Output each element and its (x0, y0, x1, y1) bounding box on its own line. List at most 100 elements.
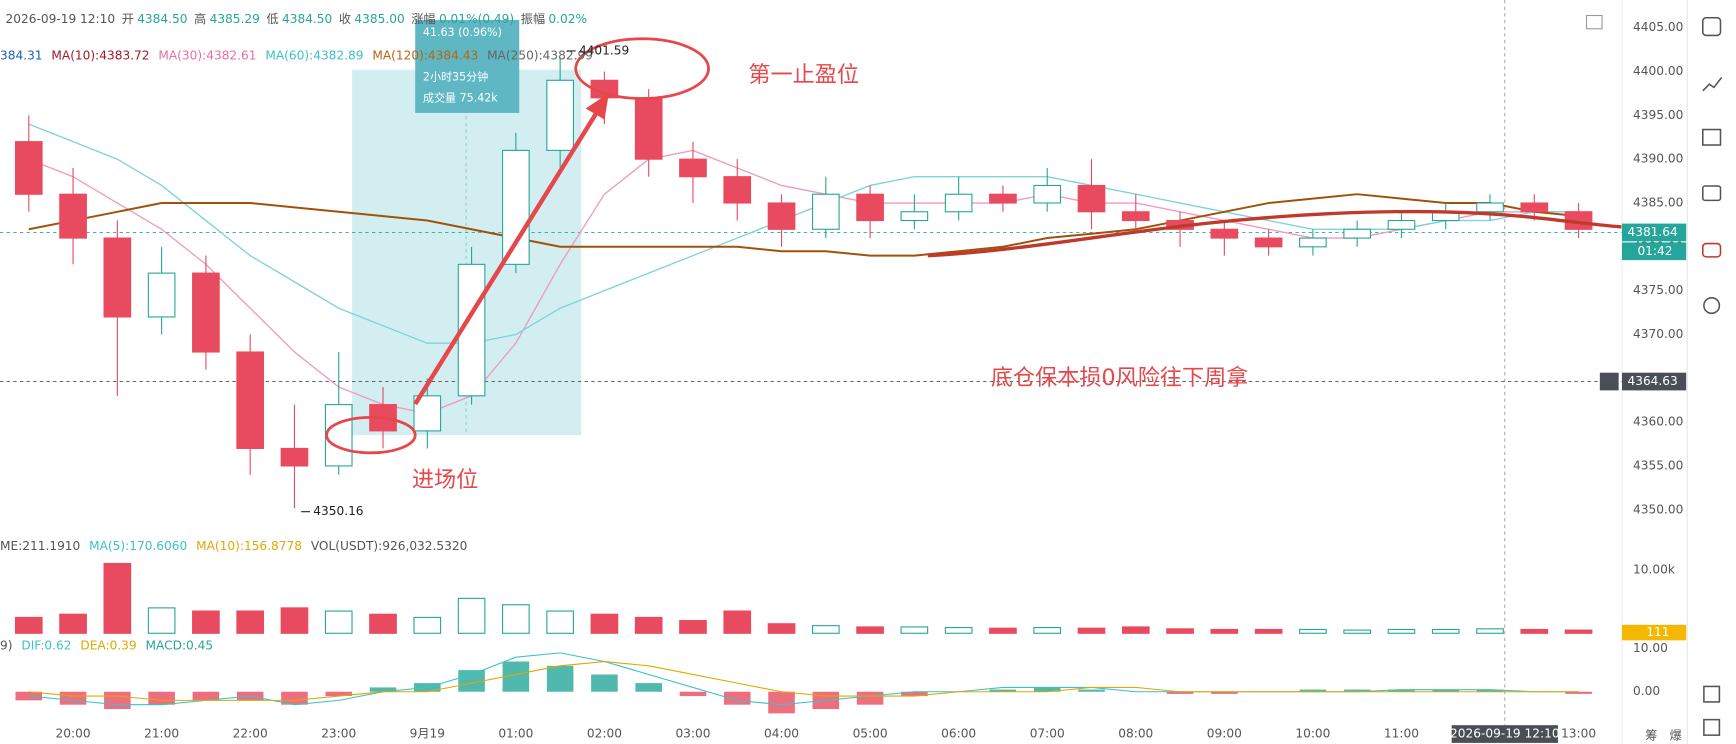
legend-item: MA(5):170.6060 (89, 538, 187, 552)
candle-body (236, 351, 265, 449)
volume-bar (546, 610, 574, 634)
macd-bar (15, 691, 43, 701)
macd-legend: 9) DIF:0.62 DEA:0.39 MACD:0.45 (0, 638, 213, 652)
legend-item: DEA:0.39 (80, 638, 136, 652)
volume-bar (1299, 628, 1327, 634)
x-tick-label: 06:00 (941, 727, 976, 741)
footer-tab[interactable]: 筹 (1645, 729, 1657, 743)
legend-item: 384.31 (0, 48, 43, 62)
volume-bar (1166, 628, 1194, 634)
candle-body (147, 272, 176, 318)
y-tick-label: 4385.00 (1633, 195, 1683, 209)
ohlc-header: 2026-09-19 12:10 开 4384.50 高 4385.29 低 4384.50… (6, 10, 588, 25)
y-tick-label: 4395.00 (1633, 108, 1683, 122)
x-tick-label: 03:00 (675, 727, 710, 741)
volume-bar (900, 626, 929, 634)
maximize-button[interactable] (1585, 14, 1603, 30)
tooltip-line: 2小时35分钟 (423, 70, 488, 84)
candle-body (1033, 184, 1062, 204)
volume-bar (1564, 629, 1593, 634)
candle-body (944, 193, 973, 213)
price-badge (1621, 372, 1687, 391)
macd-bar (1432, 689, 1460, 692)
x-tick-label: 08:00 (1118, 727, 1153, 741)
x-tick-label: 05:00 (853, 727, 888, 741)
candle-body (1254, 237, 1283, 248)
ma-line (28, 193, 1579, 257)
entry-circle (325, 416, 417, 455)
x-tick-label: 22:00 (233, 727, 268, 741)
extreme-label: 4350.16 (313, 504, 363, 518)
sidebar-icon[interactable] (1702, 77, 1723, 92)
macd-bar (369, 687, 397, 692)
volume-bar (1476, 628, 1504, 634)
candle-body (14, 141, 43, 195)
tooltip-line: 41.63 (0.96%) (423, 26, 502, 39)
candle-body (1077, 184, 1106, 213)
sidebar-icon[interactable] (1703, 718, 1721, 736)
y-tick-label: 4350.00 (1633, 502, 1683, 516)
x-tick-label: 07:00 (1030, 727, 1065, 741)
volume-bar (413, 616, 442, 634)
sidebar-icon[interactable] (1703, 297, 1721, 315)
countdown-label: 01:42 (1637, 244, 1672, 258)
volume-bar (811, 625, 840, 634)
candle-body (59, 193, 87, 239)
header-value: 4385.00 (354, 11, 404, 25)
volume-bar (590, 613, 619, 634)
y-tick-label: 10.00 (1633, 641, 1668, 655)
candle-body (1343, 228, 1372, 239)
candle-body (192, 272, 220, 353)
volume-bar (856, 626, 884, 634)
y-tick-label: 4390.00 (1633, 152, 1683, 166)
volume-bar (1210, 628, 1239, 634)
macd-bar (1166, 691, 1194, 694)
macd-bar (546, 665, 574, 692)
ma-legend: 384.31 MA(10):4383.72 MA(30):4382.61 MA(60)… (0, 48, 593, 62)
legend-item: MA(10):4383.72 (51, 48, 149, 62)
legend-item: MACD:0.45 (146, 638, 214, 652)
candle-body (1476, 202, 1504, 213)
volume-bar (944, 627, 973, 634)
footer-tab[interactable]: 爆 (1670, 729, 1682, 743)
candle-body (1299, 237, 1327, 248)
volume-bar (14, 616, 43, 634)
volume-bar (502, 604, 530, 634)
volume-badge (1621, 624, 1687, 641)
sidebar-icon[interactable] (1702, 128, 1722, 146)
x-tick-label: 09:00 (1207, 727, 1242, 741)
sidebar-icon[interactable] (1702, 242, 1722, 258)
volume-bar (679, 620, 707, 634)
volume-bar (236, 610, 265, 634)
volume-badge-label: 111 (1646, 625, 1669, 639)
y-tick-label: 4355.00 (1633, 458, 1683, 472)
sidebar-icon[interactable] (1702, 16, 1722, 37)
y-tick-label: 4375.00 (1633, 283, 1683, 297)
crosshair-label: 2026-09-19 12:10 (1450, 727, 1560, 741)
x-tick-label: 04:00 (764, 727, 799, 741)
header-value: 4385.29 (210, 11, 260, 25)
candle-body (679, 158, 707, 178)
candle-body (634, 97, 663, 160)
dea-line (28, 660, 1579, 701)
candle-body (723, 176, 752, 204)
volume-bar (1077, 627, 1106, 634)
volume-bar (59, 613, 87, 634)
y-tick-label: 4370.00 (1633, 327, 1683, 341)
header-datetime: 2026-09-19 12:10 (6, 11, 116, 25)
candle-body (811, 193, 840, 230)
legend-item: MA(60):4382.89 (265, 48, 363, 62)
macd-bar (1388, 689, 1415, 692)
candle-body (546, 79, 574, 151)
macd-bar (1476, 689, 1504, 692)
candle-body (900, 211, 929, 222)
sidebar-icon[interactable] (1703, 685, 1721, 703)
macd-bar (1565, 691, 1592, 694)
header-value: 4384.50 (137, 11, 187, 25)
header-label: 振幅 (521, 10, 545, 25)
sidebar-icon[interactable] (1702, 185, 1722, 202)
volume-bar (723, 610, 752, 634)
add-button[interactable] (1599, 372, 1619, 391)
macd-bar (1033, 687, 1061, 692)
